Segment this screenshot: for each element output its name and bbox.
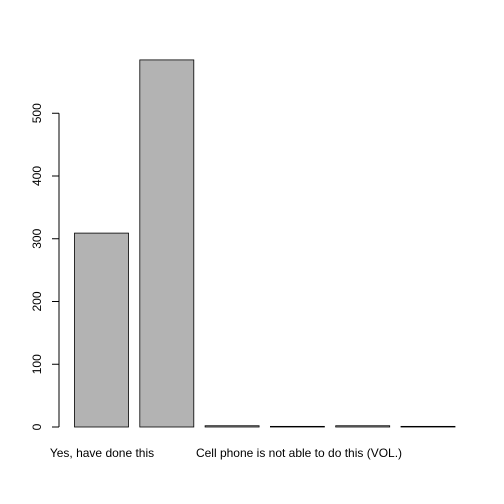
x-category-label: Yes, have done this xyxy=(50,446,154,460)
y-axis: 0 100 200 300 400 500 xyxy=(30,103,60,430)
bars xyxy=(74,59,456,428)
bar-3 xyxy=(204,425,260,428)
y-tick-label: 400 xyxy=(30,166,44,186)
y-tick-label: 100 xyxy=(30,354,44,374)
x-category-label: Cell phone is not able to do this (VOL.) xyxy=(196,446,402,460)
bar-4 xyxy=(269,425,325,428)
bar-1 xyxy=(74,232,129,428)
y-tick-label: 200 xyxy=(30,291,44,311)
y-tick-label: 0 xyxy=(30,423,44,430)
y-tick-label: 500 xyxy=(30,103,44,123)
bar-6 xyxy=(400,425,456,428)
x-axis-labels: Yes, have done this Cell phone is not abl… xyxy=(50,446,402,460)
bar-5 xyxy=(335,425,391,428)
bar-2 xyxy=(139,59,195,428)
y-tick-label: 300 xyxy=(30,228,44,248)
